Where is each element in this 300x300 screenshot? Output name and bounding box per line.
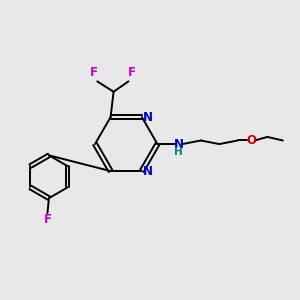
Text: O: O	[246, 134, 256, 147]
Text: F: F	[90, 66, 98, 79]
Text: F: F	[44, 213, 52, 226]
Text: N: N	[143, 165, 153, 178]
Text: N: N	[143, 110, 153, 124]
Text: N: N	[174, 138, 184, 151]
Text: F: F	[128, 66, 136, 79]
Text: H: H	[175, 147, 183, 157]
